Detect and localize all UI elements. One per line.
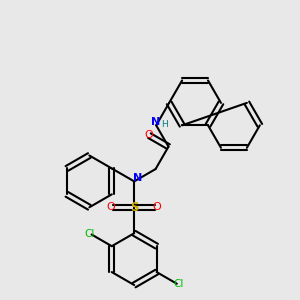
Text: O: O [145, 130, 153, 140]
Text: Cl: Cl [85, 229, 95, 239]
Text: N: N [133, 172, 142, 183]
Text: Cl: Cl [173, 279, 184, 289]
Text: H: H [161, 120, 168, 129]
Text: O: O [153, 202, 162, 212]
Text: S: S [130, 201, 139, 214]
Text: O: O [107, 202, 116, 212]
Text: N: N [151, 117, 160, 127]
